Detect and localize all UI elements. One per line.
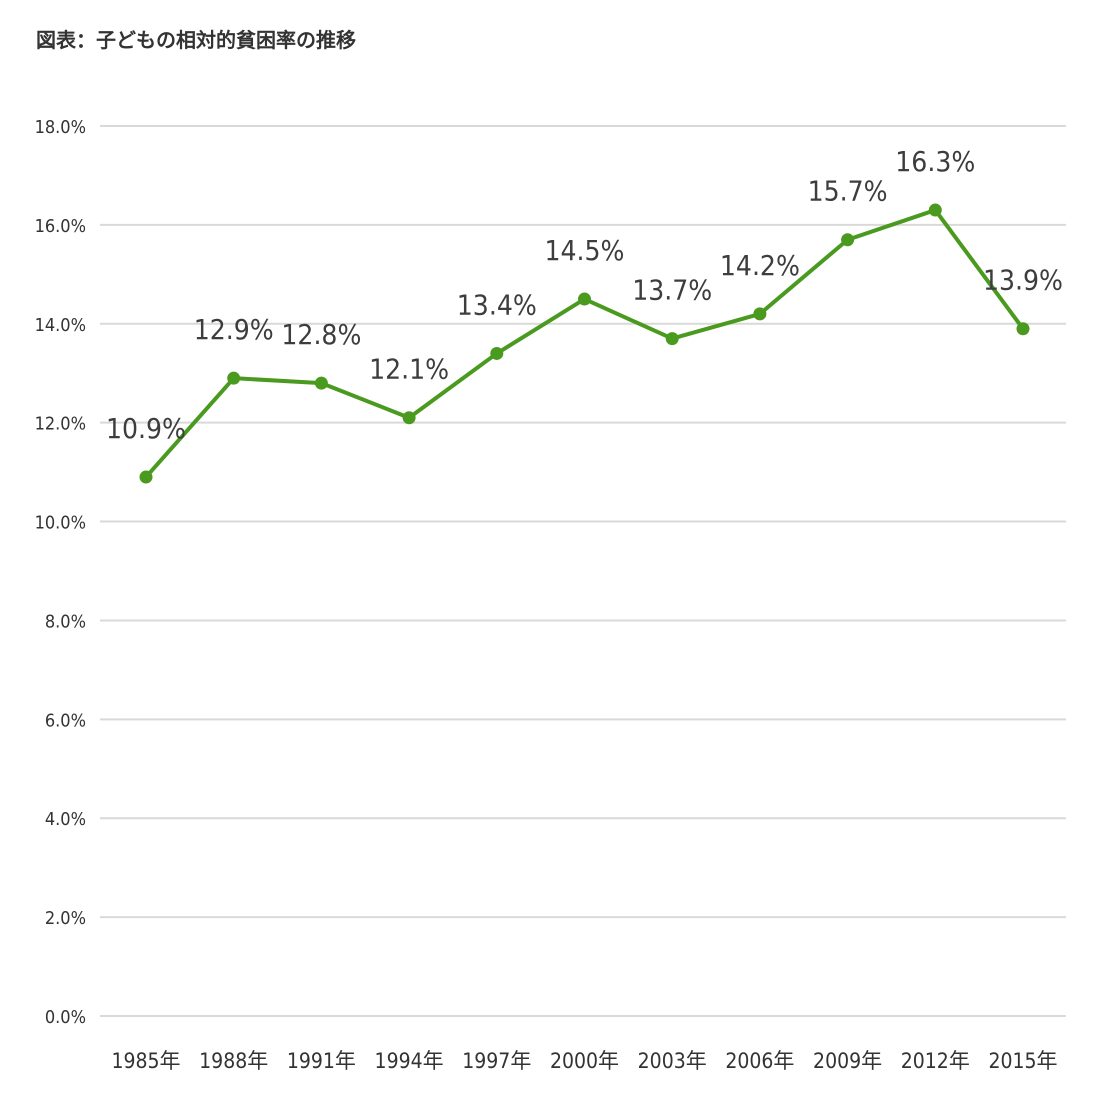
y-tick-label: 0.0% [45, 1007, 86, 1028]
data-label: 13.9% [983, 264, 1063, 297]
x-tick-label: 1985年 [111, 1049, 180, 1073]
y-tick-label: 8.0% [45, 611, 86, 632]
y-tick-label: 4.0% [45, 809, 86, 830]
y-tick-label: 10.0% [35, 513, 86, 534]
x-tick-label: 1988年 [199, 1049, 268, 1073]
chart-title: 図表：子どもの相対的貧困率の推移 [36, 28, 356, 52]
data-label: 13.4% [457, 288, 537, 321]
y-tick-label: 18.0% [35, 117, 86, 138]
data-label: 14.2% [720, 249, 800, 282]
y-tick-label: 2.0% [45, 908, 86, 929]
data-point [490, 346, 504, 360]
gridlines [100, 125, 1066, 1017]
x-tick-label: 2009年 [813, 1049, 882, 1073]
y-tick-label: 16.0% [35, 216, 86, 237]
data-label: 12.8% [281, 318, 361, 351]
data-labels: 10.9% 12.9% 12.8%12.1%13.4%14.5%13.7%14.2%… [106, 145, 1063, 445]
data-point [928, 203, 942, 217]
y-tick-label: 14.0% [35, 315, 86, 336]
x-tick-label: 2006年 [725, 1049, 794, 1073]
data-label: 10.9% [106, 412, 186, 445]
x-tick-label: 1991年 [287, 1049, 356, 1073]
data-point [578, 292, 591, 306]
y-tick-label: 6.0% [45, 710, 86, 731]
x-axis-ticks: 1985年 1988年 1991年 1994年 1997年 2000年 2003年 2006年… [111, 1049, 1057, 1073]
data-point [227, 371, 241, 385]
data-label: 16.3% [895, 145, 975, 178]
data-point [665, 332, 679, 346]
x-tick-label: 2000年 [550, 1049, 619, 1073]
data-point [753, 307, 767, 321]
data-point [314, 376, 328, 390]
x-tick-label: 1994年 [375, 1049, 444, 1073]
data-point [139, 470, 153, 484]
data-label: 13.7% [632, 274, 712, 307]
y-tick-label: 12.0% [35, 414, 86, 435]
y-axis-ticks: 0.0% 2.0% 4.0% 6.0% 8.0% 10.0% 12.0% 14.0% 16.0%… [35, 117, 86, 1028]
data-points [139, 203, 1030, 484]
data-label: 15.7% [808, 175, 888, 208]
data-point [1016, 322, 1030, 336]
data-label: 12.1% [369, 353, 449, 386]
data-point [841, 233, 855, 247]
data-label: 14.5% [544, 234, 624, 267]
x-tick-label: 2003年 [638, 1049, 707, 1073]
x-tick-label: 1997年 [462, 1049, 531, 1073]
data-label: 12.9% [194, 313, 274, 346]
x-tick-label: 2012年 [901, 1049, 970, 1073]
data-point [402, 411, 416, 425]
x-tick-label: 2015年 [988, 1049, 1057, 1073]
